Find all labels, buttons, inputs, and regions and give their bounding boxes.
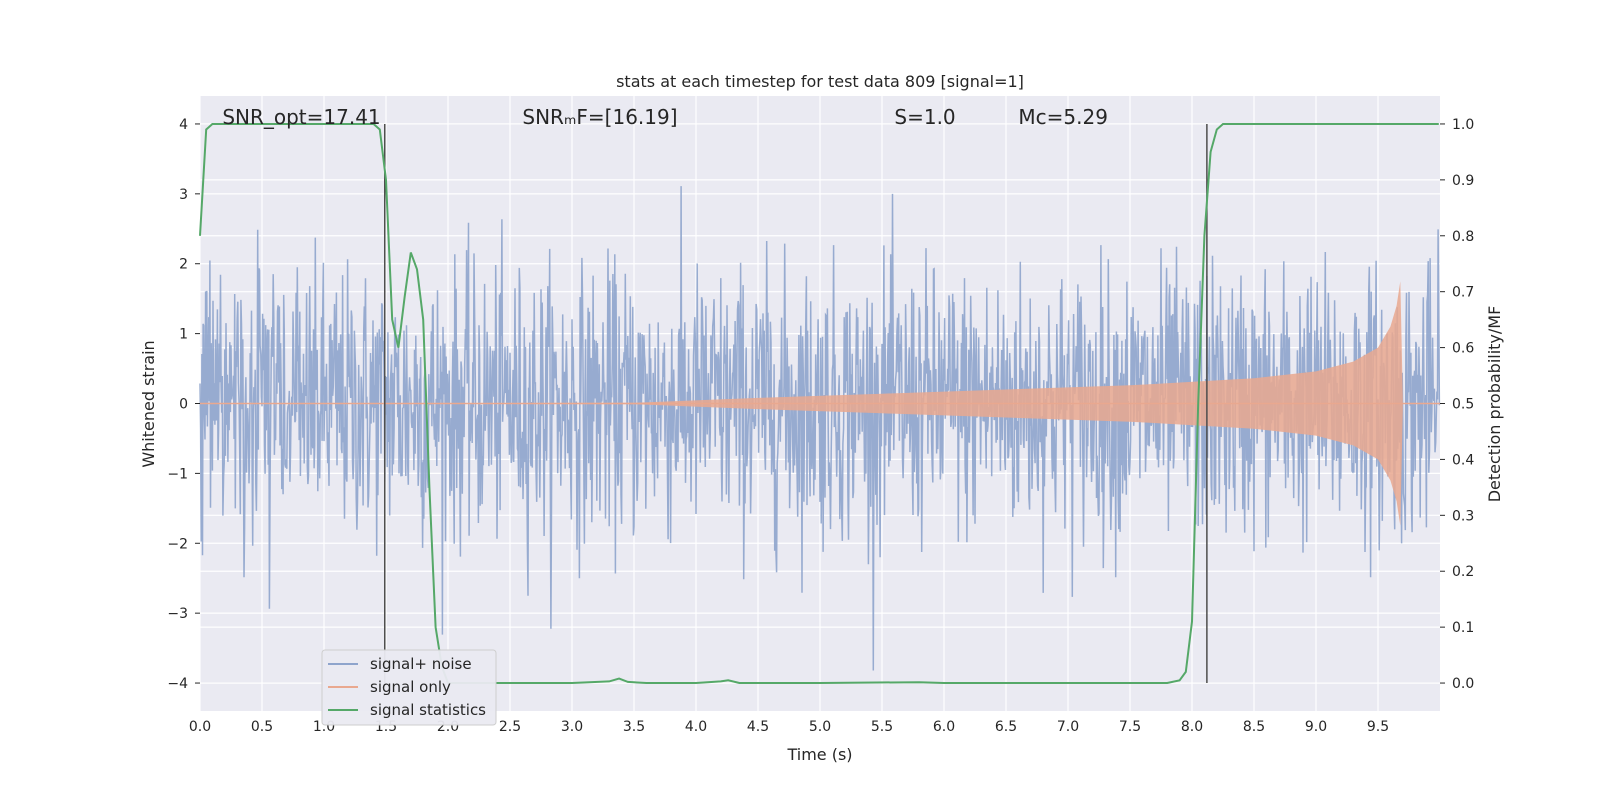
y-right-tick-label: 0.2 (1452, 564, 1474, 580)
x-tick-label: 6.0 (933, 719, 955, 735)
y-left-tick-label: −4 (167, 676, 188, 692)
y-left-tick-label: 0 (179, 397, 188, 413)
annotation-text: Mᴄ=5.29 (1018, 105, 1108, 129)
x-tick-label: 4.0 (685, 719, 707, 735)
annotation-text: SNR_opt=17.41 (222, 105, 380, 129)
y-right-tick-label: 0.1 (1452, 620, 1474, 636)
y-left-tick-label: −1 (167, 466, 188, 482)
y-right-tick-label: 1.0 (1452, 117, 1474, 133)
x-tick-label: 9.5 (1367, 719, 1389, 735)
y-right-tick-label: 0.5 (1452, 397, 1474, 413)
x-tick-label: 8.5 (1243, 719, 1265, 735)
y-right-tick-label: 0.8 (1452, 229, 1474, 245)
vertical-markers (384, 123, 1208, 684)
legend-label-noise: signal+ noise (370, 655, 472, 673)
legend-label-signal: signal only (370, 678, 451, 696)
x-tick-label: 5.0 (809, 719, 831, 735)
legend-label-stats: signal statistics (370, 701, 486, 719)
x-tick-label: 7.0 (1057, 719, 1079, 735)
y-left-tick-label: 4 (179, 117, 188, 133)
legend: signal+ noise signal only signal statist… (321, 649, 497, 726)
y-left-axis-label: Whitened strain (139, 340, 158, 467)
signal-statistics-line (199, 123, 1439, 684)
x-tick-label: 7.5 (1119, 719, 1141, 735)
y-right-tick-label: 0.6 (1452, 341, 1474, 357)
x-tick-label: 4.5 (747, 719, 769, 735)
x-tick-label: 3.5 (623, 719, 645, 735)
x-tick-label: 0.0 (189, 719, 211, 735)
legend-box (321, 649, 497, 726)
y-right-axis-label: Detection probability/MF (1485, 306, 1504, 503)
y-left-tick-label: −3 (167, 606, 188, 622)
x-tick-label: 3.0 (561, 719, 583, 735)
x-tick-label: 9.0 (1305, 719, 1327, 735)
y-left-tick-label: 3 (179, 187, 188, 203)
x-tick-label: 2.5 (499, 719, 521, 735)
x-tick-label: 8.0 (1181, 719, 1203, 735)
y-right-tick-label: 0.9 (1452, 173, 1474, 189)
signal-statistics-series (199, 123, 1439, 684)
x-axis-ticks: 0.0 0.5 1.0 1.5 2.0 2.5 3.0 3.5 4.0 4.5 5.0 5.5 6.0 6… (189, 719, 1389, 735)
y-right-axis-ticks: 1.0 0.9 0.8 0.7 0.6 0.5 0.4 0.3 0.2 0.1 0.0 (1440, 117, 1474, 692)
y-right-tick-label: 0.0 (1452, 676, 1474, 692)
annotation-text: S=1.0 (894, 105, 955, 129)
annotations: SNR_opt=17.41 SNRₘF=[16.19] S=1.0 Mᴄ=5.29 (222, 105, 1108, 129)
x-tick-label: 5.5 (871, 719, 893, 735)
y-left-tick-label: −2 (167, 536, 188, 552)
y-right-tick-label: 0.3 (1452, 508, 1474, 524)
chart-title: stats at each timestep for test data 809… (616, 72, 1024, 91)
y-left-axis-ticks: 4 3 2 1 0 −1 −2 −3 −4 (167, 117, 200, 692)
y-right-tick-label: 0.4 (1452, 452, 1474, 468)
x-tick-label: 0.5 (251, 719, 273, 735)
signal-only-series (200, 281, 1440, 526)
x-axis-label: Time (s) (786, 745, 852, 764)
y-left-tick-label: 1 (179, 327, 188, 343)
y-right-tick-label: 0.7 (1452, 285, 1474, 301)
x-tick-label: 6.5 (995, 719, 1017, 735)
y-left-tick-label: 2 (179, 257, 188, 273)
annotation-text: SNRₘF=[16.19] (522, 105, 677, 129)
